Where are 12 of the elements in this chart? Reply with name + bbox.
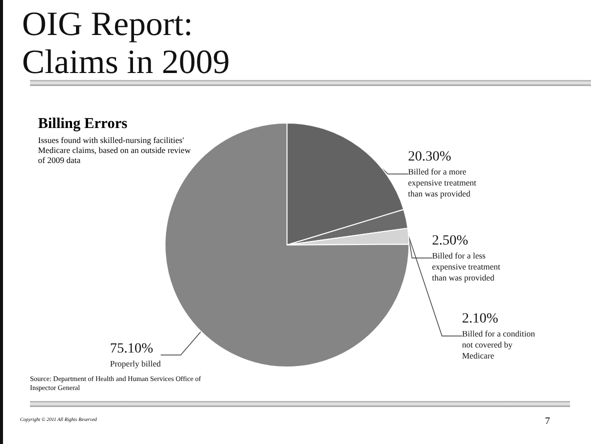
text: Issues found with skilled-nursing facilities' Medicare claims, based on an outside review of 2009 data [38, 135, 192, 165]
chart-title: OIG Report: Claims in 2009 [22, 6, 231, 82]
data-label: 2.50% [432, 234, 468, 248]
slice-label: Billed for a condition not covered by Medicare [462, 328, 536, 360]
data-label: 75.10% [110, 342, 154, 356]
chart-subtitle: Billing Errors [38, 116, 128, 133]
text: 7 [545, 416, 550, 427]
slice-label: Billed for a more expensive treatment than was provided [408, 166, 477, 198]
slice-label: Properly billed [110, 358, 162, 368]
data-label: 20.30% [408, 150, 452, 164]
data-label: 2.10% [462, 312, 498, 326]
slice-label: Billed for a less expensive treatment than was provided [432, 250, 501, 282]
